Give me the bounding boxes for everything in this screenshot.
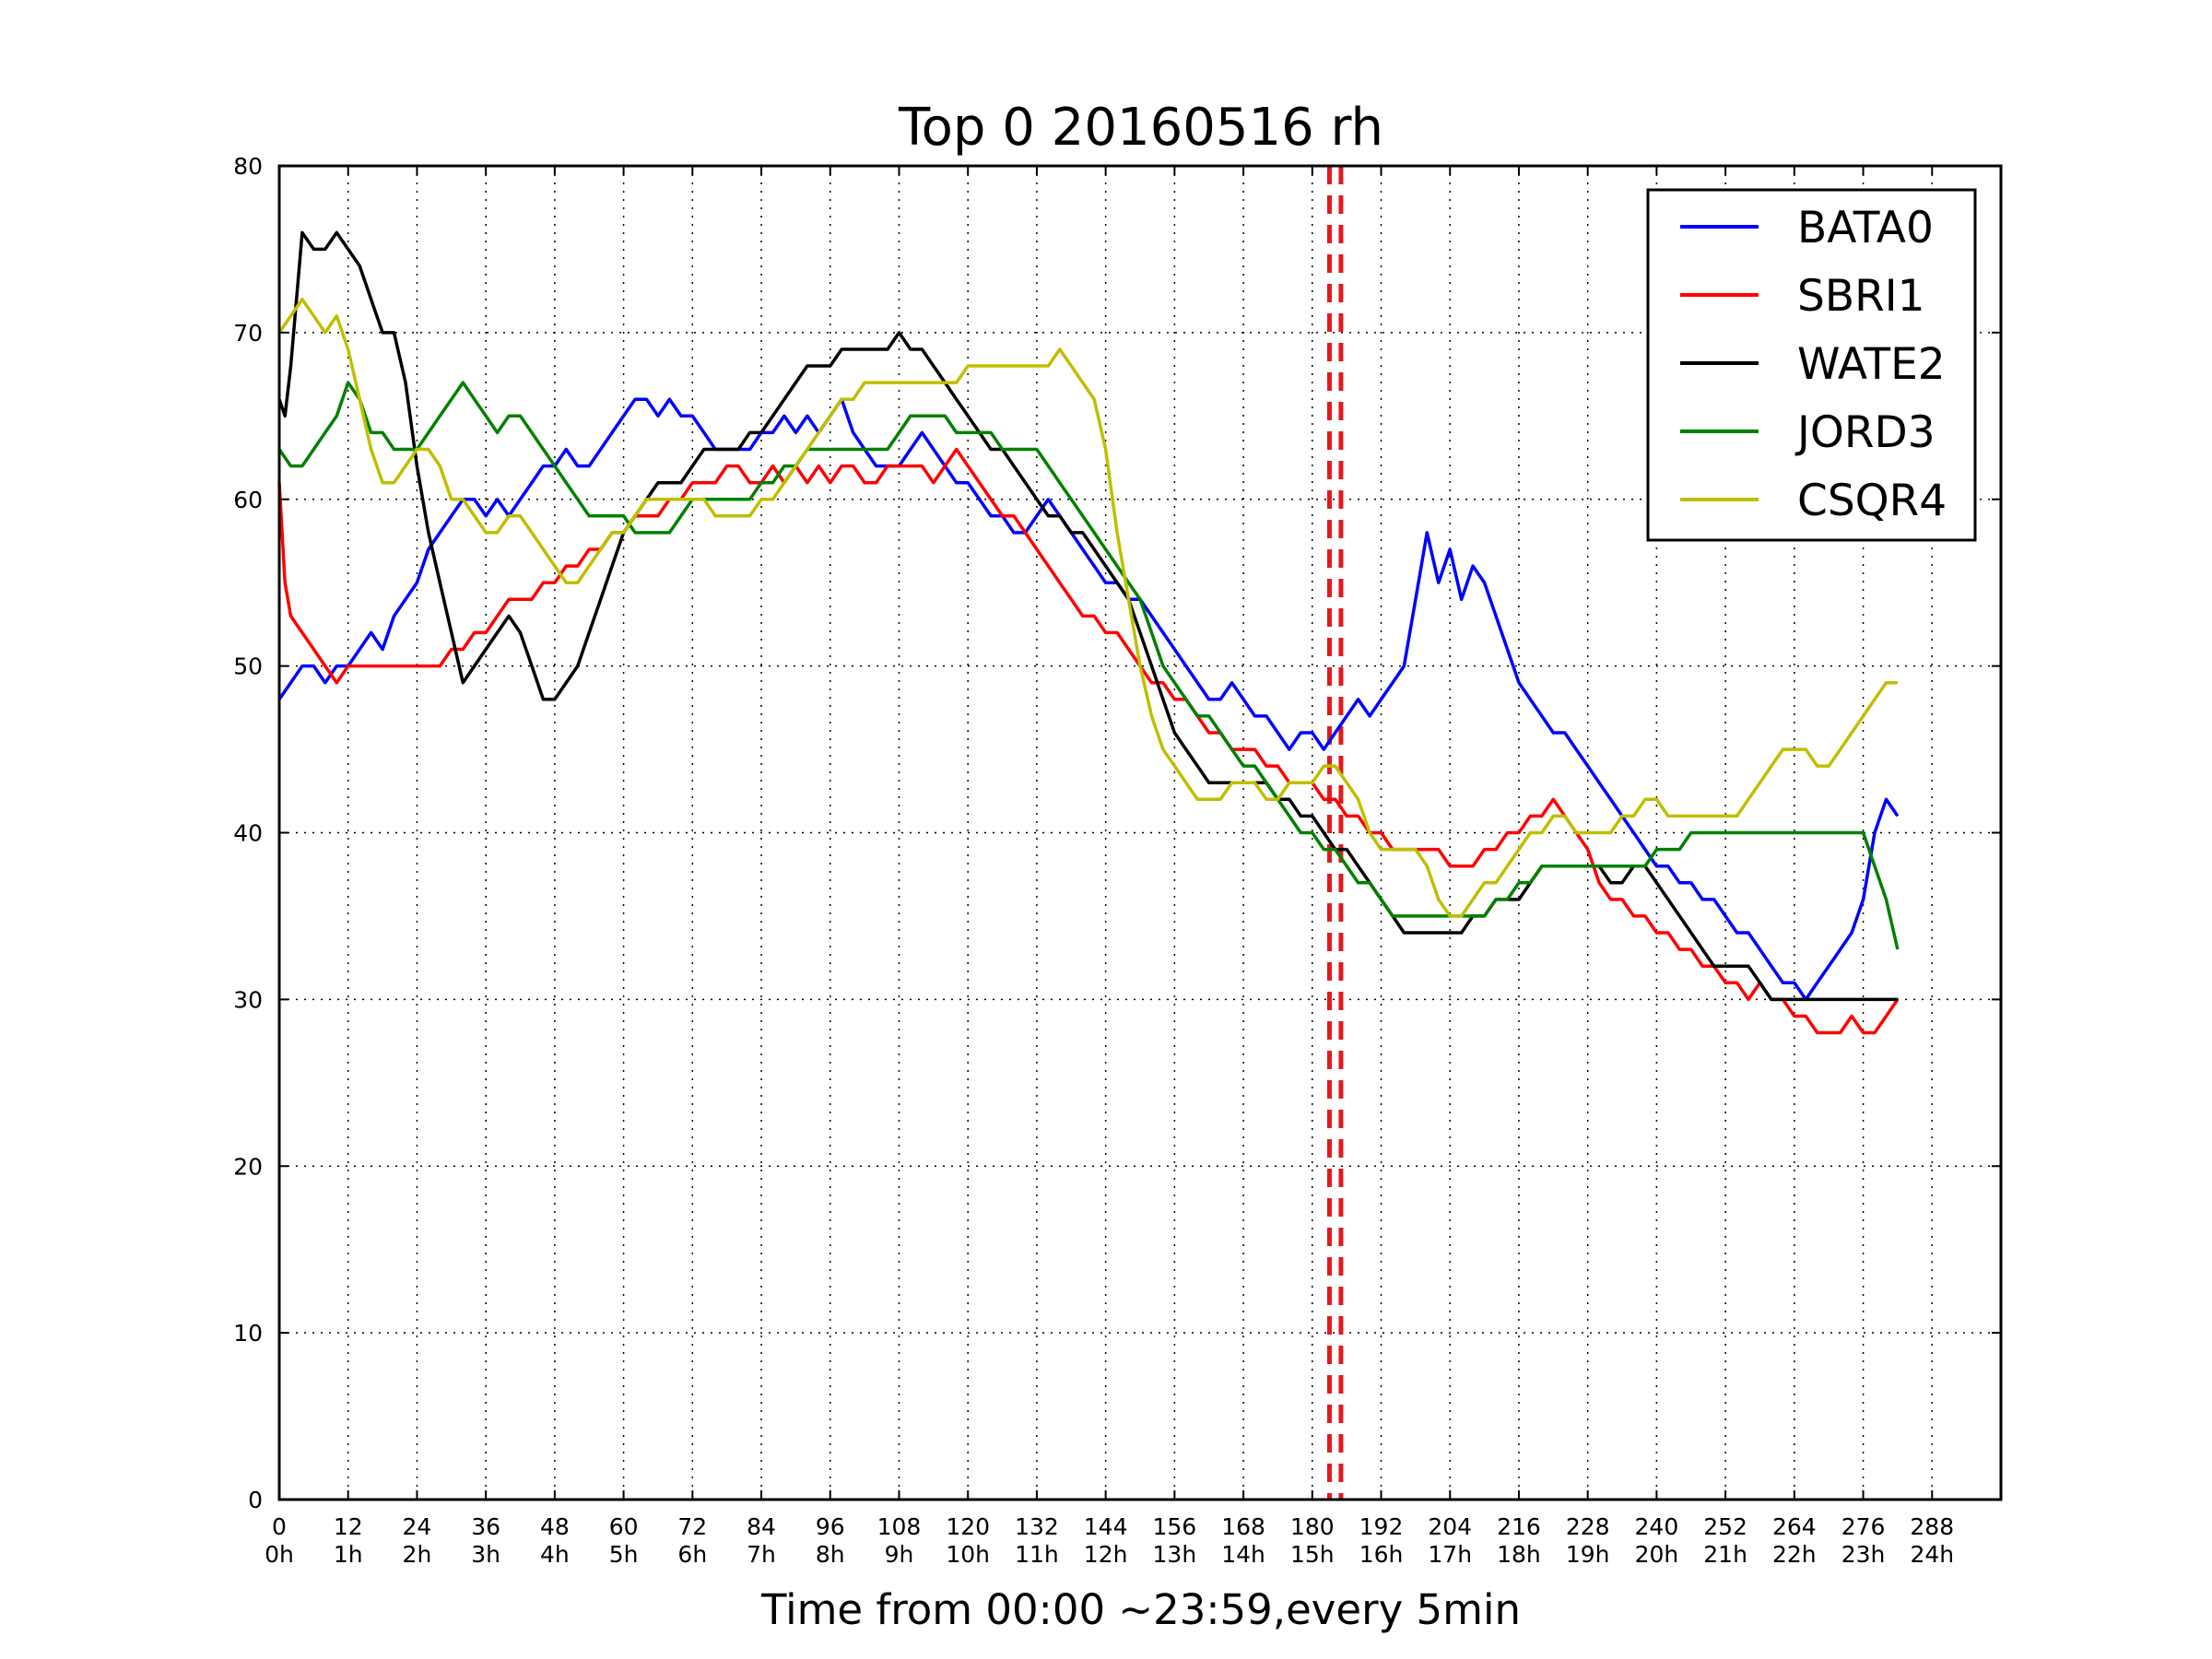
x-tick-sublabel: 6h [677,1541,707,1568]
y-tick-label: 20 [233,1153,263,1180]
legend-label-bata0: BATA0 [1797,203,1934,253]
x-tick-sublabel: 2h [403,1541,432,1568]
y-tick-label: 0 [248,1487,263,1513]
x-tick-sublabel: 12h [1084,1541,1128,1568]
x-tick-sublabel: 19h [1566,1541,1610,1568]
vertical-markers [1326,166,1344,1500]
x-tick-label: 132 [1015,1513,1059,1540]
y-tick-label: 60 [233,487,263,513]
x-tick-sublabel: 10h [946,1541,990,1568]
x-tick-label: 108 [877,1513,922,1540]
x-tick-sublabel: 0h [265,1541,294,1568]
legend-label-jord3: JORD3 [1794,407,1936,458]
x-tick-sublabel: 14h [1221,1541,1265,1568]
x-tick-label: 96 [816,1513,845,1540]
x-tick-sublabel: 22h [1772,1541,1817,1568]
x-tick-label: 192 [1359,1513,1404,1540]
x-tick-sublabel: 8h [816,1541,845,1568]
x-tick-label: 36 [471,1513,500,1540]
x-tick-label: 168 [1221,1513,1265,1540]
x-tick-sublabel: 7h [747,1541,776,1568]
x-tick-label: 264 [1772,1513,1817,1540]
x-tick-sublabel: 23h [1841,1541,1886,1568]
x-tick-sublabel: 9h [885,1541,914,1568]
x-tick-label: 288 [1910,1513,1954,1540]
x-tick-label: 12 [334,1513,363,1540]
y-tick-label: 30 [233,986,263,1013]
legend: BATA0 SBRI1 WATE2 JORD3 CSQR4 [1646,188,1977,542]
x-tick-sublabel: 3h [471,1541,500,1568]
x-tick-sublabel: 13h [1153,1541,1197,1568]
legend-label-csqr4: CSQR4 [1797,476,1947,526]
x-tick-label: 84 [747,1513,776,1540]
series-line-bata0 [277,397,1900,1002]
chart-title: Top 0 20160516 rh [898,98,1383,158]
legend-label-sbri1: SBRI1 [1797,271,1925,322]
y-tick-label: 50 [233,653,263,680]
x-tick-sublabel: 24h [1910,1541,1954,1568]
y-tick-label: 40 [233,820,263,847]
x-tick-sublabel: 20h [1635,1541,1679,1568]
legend-label-wate2: WATE2 [1797,339,1946,390]
series-lines [277,230,1900,1035]
x-tick-label: 120 [946,1513,990,1540]
x-tick-label: 48 [540,1513,570,1540]
series-line-wate2 [277,230,1898,1002]
x-tick-label: 276 [1841,1513,1886,1540]
axis-ticks: 00h121h242h363h484h605h726h847h968h1089h… [233,153,2001,1568]
x-tick-sublabel: 4h [540,1541,570,1568]
x-tick-label: 72 [677,1513,707,1540]
x-axis-label: Time from 00:00 ~23:59,every 5min [760,1585,1521,1634]
y-tick-label: 80 [233,153,263,180]
x-tick-label: 60 [609,1513,639,1540]
x-tick-sublabel: 11h [1015,1541,1059,1568]
x-tick-sublabel: 17h [1428,1541,1472,1568]
x-tick-label: 240 [1635,1513,1679,1540]
x-tick-label: 228 [1566,1513,1610,1540]
x-tick-label: 0 [272,1513,287,1540]
x-tick-sublabel: 15h [1290,1541,1335,1568]
x-tick-label: 252 [1703,1513,1747,1540]
x-tick-label: 156 [1153,1513,1197,1540]
y-tick-label: 10 [233,1320,263,1347]
y-tick-label: 70 [233,320,263,347]
x-tick-label: 216 [1497,1513,1541,1540]
x-tick-label: 180 [1290,1513,1335,1540]
series-line-sbri1 [277,447,1900,1035]
x-tick-sublabel: 18h [1497,1541,1541,1568]
series-line-csqr4 [277,297,1898,918]
series-line-jord3 [277,381,1900,950]
x-tick-label: 204 [1428,1513,1472,1540]
x-tick-label: 24 [403,1513,432,1540]
x-tick-sublabel: 1h [334,1541,363,1568]
x-tick-sublabel: 16h [1359,1541,1404,1568]
x-tick-sublabel: 21h [1703,1541,1747,1568]
x-tick-label: 144 [1084,1513,1128,1540]
x-tick-sublabel: 5h [609,1541,639,1568]
